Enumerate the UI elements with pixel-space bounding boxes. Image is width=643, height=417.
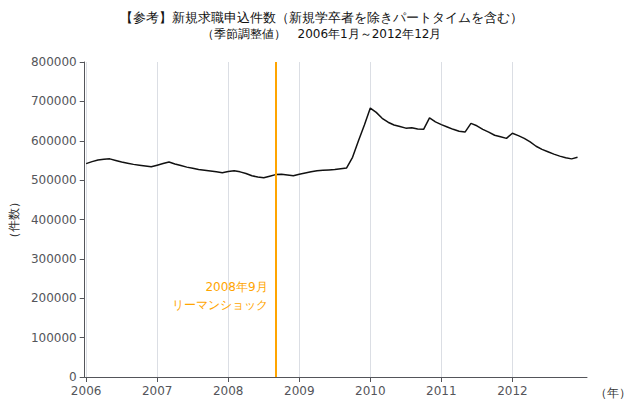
- svg-text:100000: 100000: [31, 331, 77, 345]
- svg-text:リーマンショック: リーマンショック: [172, 298, 268, 312]
- svg-text:（季節調整値） 2006年1月～2012年12月: （季節調整値） 2006年1月～2012年12月: [202, 27, 442, 41]
- svg-text:【参考】新規求職申込件数（新規学卒者を除きパートタイムを含む: 【参考】新規求職申込件数（新規学卒者を除きパートタイムを含む）: [120, 10, 523, 25]
- svg-text:2012: 2012: [497, 384, 528, 398]
- svg-text:300000: 300000: [31, 252, 77, 266]
- svg-text:200000: 200000: [31, 291, 77, 305]
- svg-text:2006: 2006: [71, 384, 102, 398]
- svg-text:700000: 700000: [31, 94, 77, 108]
- svg-text:800000: 800000: [31, 55, 77, 69]
- svg-text:2008: 2008: [213, 384, 244, 398]
- svg-text:2008年9月: 2008年9月: [205, 280, 267, 294]
- svg-text:2011: 2011: [426, 384, 457, 398]
- svg-text:400000: 400000: [31, 213, 77, 227]
- svg-text:（件数）: （件数）: [7, 196, 21, 244]
- svg-text:600000: 600000: [31, 134, 77, 148]
- svg-text:2010: 2010: [355, 384, 386, 398]
- svg-text:2009: 2009: [284, 384, 315, 398]
- svg-text:2007: 2007: [142, 384, 173, 398]
- svg-text:（年）: （年）: [595, 386, 631, 400]
- svg-text:500000: 500000: [31, 173, 77, 187]
- svg-text:0: 0: [69, 370, 77, 384]
